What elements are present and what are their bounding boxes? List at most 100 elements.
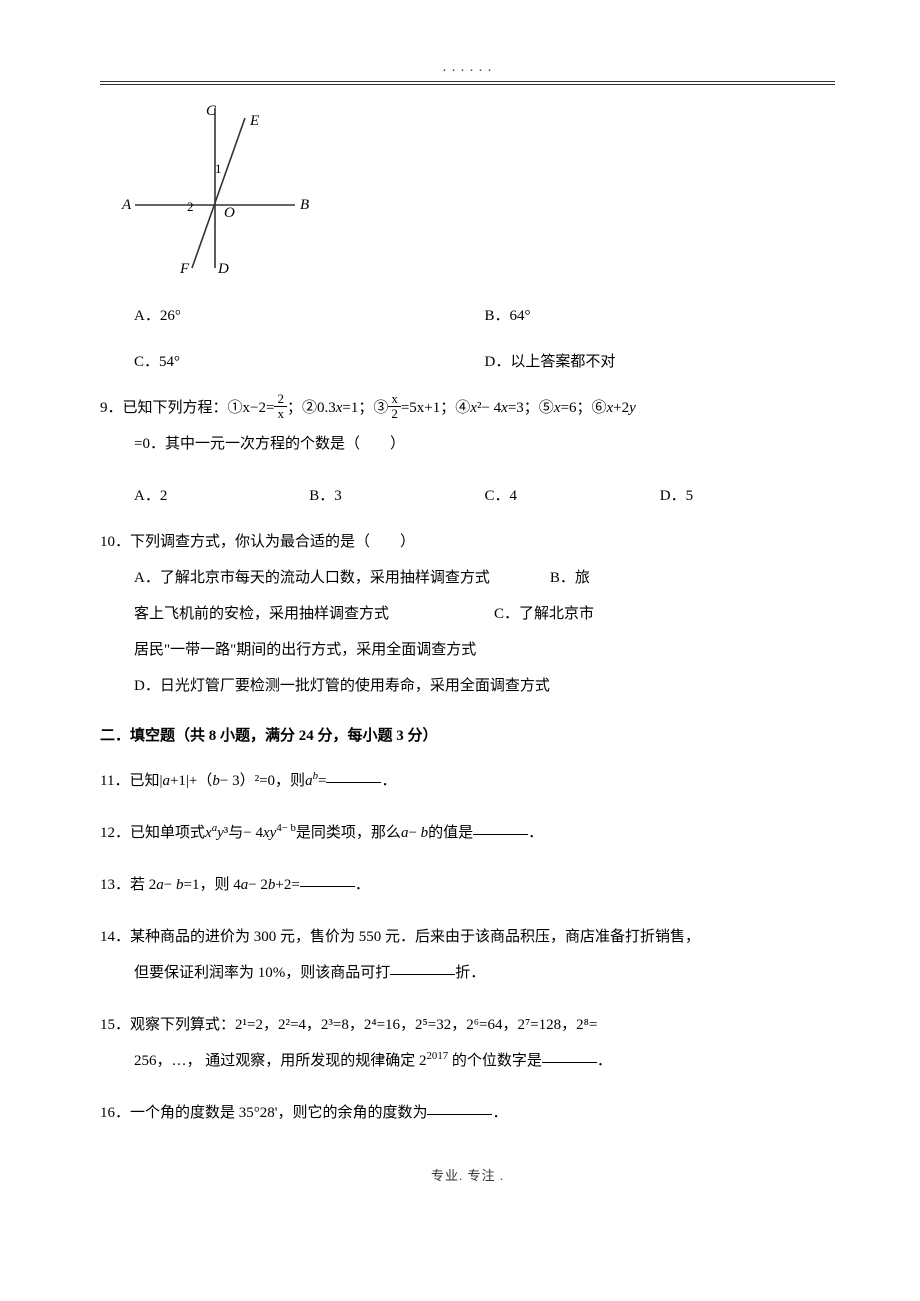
q14-line2a: 但要保证利润率为 10%，则该商品可打 (134, 965, 390, 981)
q13-p2: − (164, 877, 176, 893)
svg-text:D: D (217, 261, 229, 277)
q12: 12．已知单项式xay³与− 4xy4− b是同类项，那么a− b的值是． (100, 815, 835, 851)
q14-line1: 14．某种商品的进价为 300 元，售价为 550 元．后来由于该商品积压，商店… (100, 919, 835, 955)
q9-frac3-den: 2 (388, 407, 401, 421)
q11-p1: 11．已知| (100, 773, 162, 789)
q9-opt-c: C．4 (485, 478, 660, 514)
svg-text:O: O (224, 205, 235, 221)
q9-frac3-num: x (388, 392, 401, 407)
q15-exp: 2017 (427, 1050, 449, 1062)
q12-x2: x (263, 825, 270, 841)
q11-p5: ． (381, 773, 396, 789)
q8-opt-b: B．64° (485, 298, 836, 334)
q10-opt-d: D．日光灯管厂要检测一批灯管的使用寿命，采用全面调查方式 (100, 668, 835, 704)
q10-opt-a2: 客上飞机前的安检，采用抽样调查方式 C．了解北京市 (100, 596, 835, 632)
q11-p3: − 3）²=0，则 (220, 773, 305, 789)
q10: 10．下列调查方式，你认为最合适的是（ ） A．了解北京市每天的流动人口数，采用… (100, 524, 835, 704)
q9-s3f: =6；⑥ (560, 400, 606, 416)
svg-text:2: 2 (187, 199, 194, 214)
q9-s3b: ²− 4 (477, 400, 501, 416)
q15-line2b: 的个位数字是 (448, 1053, 542, 1069)
q13-blank (300, 886, 355, 887)
q13-a: a (156, 877, 164, 893)
q9-options: A．2 B．3 C．4 D．5 (100, 478, 835, 514)
q12-y: y (217, 825, 224, 841)
q16: 16．一个角的度数是 35°28'，则它的余角的度数为 ． (100, 1095, 835, 1131)
q9-opt-a: A．2 (134, 478, 309, 514)
header-rule-1 (100, 81, 835, 82)
q8-opt-d: D．以上答案都不对 (485, 344, 836, 380)
q9-s3d: =3；⑤ (508, 400, 554, 416)
q13-p1: 13．若 2 (100, 877, 156, 893)
header-dots: . . . . . . (100, 60, 835, 76)
q12-x: x (205, 825, 212, 841)
svg-text:A: A (121, 197, 132, 213)
q12-p2: ³与− 4 (224, 825, 263, 841)
q14: 14．某种商品的进价为 300 元，售价为 550 元．后来由于该商品积压，商店… (100, 919, 835, 991)
svg-text:F: F (179, 261, 190, 277)
q9-s3h: +2 (613, 400, 629, 416)
q11-b: b (212, 773, 220, 789)
q11: 11．已知|a+1|+（b− 3）²=0，则ab=． (100, 763, 835, 799)
svg-text:C: C (206, 103, 217, 119)
q9-s3: ；④ (440, 400, 470, 416)
q13-p3: =1，则 4 (183, 877, 240, 893)
q14-blank (390, 974, 455, 975)
q12-p5: 的值是 (428, 825, 473, 841)
q11-a2: a (305, 773, 313, 789)
q9-line2: =0．其中一元一次方程的个数是（ ） (100, 426, 835, 462)
q9-frac3: x2 (388, 392, 401, 422)
q12-exp4b: 4− b (276, 822, 296, 834)
q8-options-row1: A．26° B．64° (100, 298, 835, 334)
q15-line2c: ． (597, 1053, 612, 1069)
q9-opt-d: D．5 (660, 478, 835, 514)
q12-p4: − (408, 825, 420, 841)
q9-stem-1: 9．已知下列方程：① (100, 400, 243, 416)
q11-p4: = (318, 773, 326, 789)
q10-opt-a: A．了解北京市每天的流动人口数，采用抽样调查方式 B．旅 (100, 560, 835, 596)
page-footer: 专业. 专注 . (100, 1165, 835, 1184)
q9-s3c: x (501, 400, 508, 416)
q12-p3: 是同类项，那么 (296, 825, 401, 841)
q12-p6: ． (528, 825, 543, 841)
q9-eq3-rhs: =5x+1 (401, 400, 440, 416)
q10-stem: 10．下列调查方式，你认为最合适的是（ ） (100, 524, 835, 560)
q11-p2: +1|+（ (170, 773, 212, 789)
q9-s3x: x (470, 400, 477, 416)
q9-eq1-lhs: x−2= (243, 400, 275, 416)
q15: 15．观察下列算式：2¹=2，2²=4，2³=8，2⁴=16，2⁵=32，2⁶=… (100, 1007, 835, 1079)
q13-p5: +2= (275, 877, 299, 893)
q9-s3i: y (629, 400, 636, 416)
q9: 9．已知下列方程：①x−2=2x；②0.3x=1；③x2=5x+1；④x²− 4… (100, 390, 835, 462)
q9-frac1-num: 2 (274, 392, 287, 407)
q13: 13．若 2a− b=1，则 4a− 2b+2=． (100, 867, 835, 903)
q9-frac1: 2x (274, 392, 287, 422)
q8-diagram: A B C D E F O 1 2 (120, 103, 835, 283)
q11-a: a (162, 773, 170, 789)
q12-blank (473, 834, 528, 835)
q9-frac1-den: x (274, 407, 287, 421)
q14-line2b: 折． (455, 965, 485, 981)
q8-options-row2: C．54° D．以上答案都不对 (100, 344, 835, 380)
q15-line1: 15．观察下列算式：2¹=2，2²=4，2³=8，2⁴=16，2⁵=32，2⁶=… (100, 1007, 835, 1043)
q12-p1: 12．已知单项式 (100, 825, 205, 841)
q13-p4: − 2 (248, 877, 268, 893)
svg-text:E: E (249, 113, 259, 129)
svg-text:1: 1 (215, 161, 222, 176)
q9-s2: ；②0.3 (287, 400, 336, 416)
q11-blank (326, 782, 381, 783)
q10-opt-a3: 居民"一带一路"期间的出行方式，采用全面调查方式 (100, 632, 835, 668)
q15-blank (542, 1062, 597, 1063)
svg-text:B: B (300, 197, 309, 213)
q8-opt-a: A．26° (134, 298, 485, 334)
q16-blank (427, 1114, 492, 1115)
q9-opt-b: B．3 (309, 478, 484, 514)
q13-p6: ． (355, 877, 370, 893)
q8-opt-c: C．54° (134, 344, 485, 380)
q16-p2: ． (492, 1105, 507, 1121)
q16-p1: 16．一个角的度数是 35°28'，则它的余角的度数为 (100, 1105, 427, 1121)
q9-s2b: =1；③ (342, 400, 388, 416)
section-2-title: 二．填空题（共 8 小题，满分 24 分，每小题 3 分） (100, 724, 835, 745)
q15-line2a: 256，…， 通过观察，用所发现的规律确定 2 (134, 1053, 427, 1069)
header-rule-2 (100, 84, 835, 85)
